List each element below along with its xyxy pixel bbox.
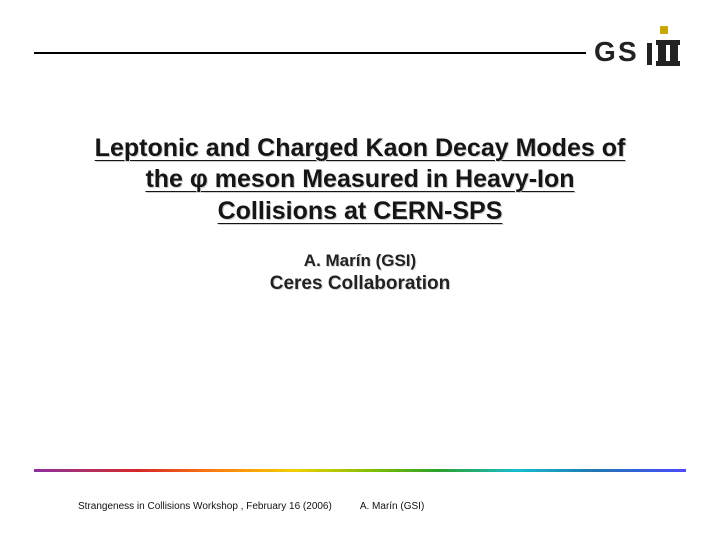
title-line-3: Collisions at CERN-SPS xyxy=(218,197,503,225)
header: G S xyxy=(0,0,720,80)
logo-arch-base xyxy=(656,61,680,66)
slide-title: Leptonic and Charged Kaon Decay Modes of… xyxy=(58,133,662,227)
footer: Strangeness in Collisions Workshop , Feb… xyxy=(78,501,642,512)
author-line: A. Marín (GSI) xyxy=(58,251,662,271)
gsi-logo: G S xyxy=(586,36,686,72)
title-line-2: the φ meson Measured in Heavy-Ion xyxy=(145,165,574,193)
logo-dot-icon xyxy=(660,26,668,34)
rainbow-divider xyxy=(34,469,686,472)
logo-i-bar xyxy=(647,43,652,65)
logo-letter-s: S xyxy=(618,36,639,68)
footer-left: Strangeness in Collisions Workshop , Feb… xyxy=(78,501,332,512)
collaboration-line: Ceres Collaboration xyxy=(58,273,662,295)
footer-right: A. Marín (GSI) xyxy=(360,501,424,512)
logo-letter-g: G xyxy=(594,36,618,68)
title-block: Leptonic and Charged Kaon Decay Modes of… xyxy=(58,133,662,295)
title-line-1: Leptonic and Charged Kaon Decay Modes of xyxy=(95,134,626,162)
